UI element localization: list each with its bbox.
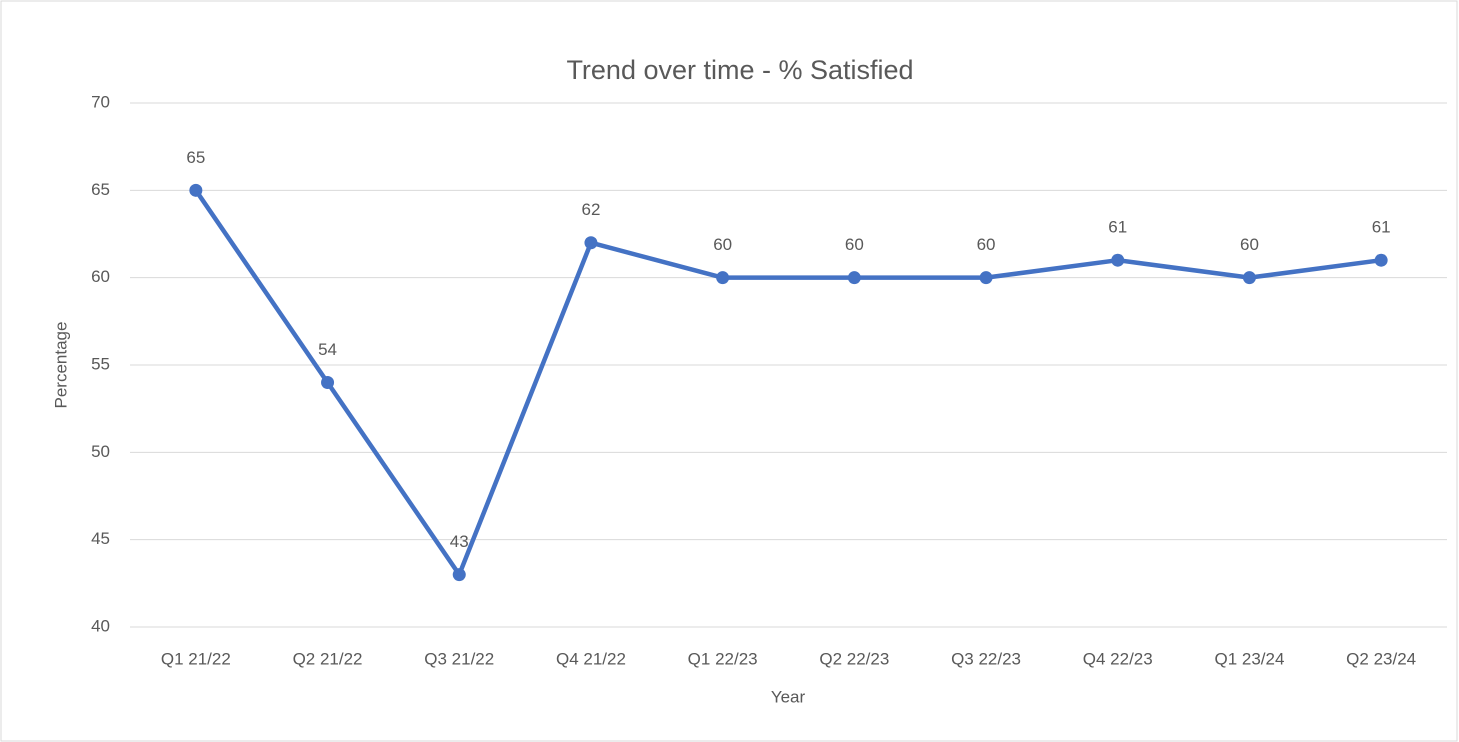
y-tick-label: 70 xyxy=(91,92,110,111)
y-tick-label: 65 xyxy=(91,180,110,199)
data-label: 60 xyxy=(977,235,996,254)
series-line xyxy=(193,189,1382,577)
data-point xyxy=(1374,253,1388,267)
data-point xyxy=(584,236,598,250)
y-tick-label: 55 xyxy=(91,354,110,373)
x-tick-label: Q3 22/23 xyxy=(951,649,1021,668)
data-label: 60 xyxy=(713,235,732,254)
y-axis-label: Percentage xyxy=(51,322,70,409)
x-tick-label: Q2 21/22 xyxy=(293,649,363,668)
x-tick-label: Q2 22/23 xyxy=(819,649,889,668)
x-axis-label: Year xyxy=(771,687,806,706)
data-point xyxy=(452,568,466,582)
chart-title: Trend over time - % Satisfied xyxy=(566,55,913,85)
x-tick-label: Q1 21/22 xyxy=(161,649,231,668)
data-label: 61 xyxy=(1108,218,1127,237)
data-label: 61 xyxy=(1372,218,1391,237)
y-tick-label: 60 xyxy=(91,267,110,286)
data-label: 60 xyxy=(845,235,864,254)
y-tick-label: 50 xyxy=(91,442,110,461)
data-point xyxy=(1111,253,1125,267)
data-point xyxy=(979,271,993,285)
x-tick-label: Q4 21/22 xyxy=(556,649,626,668)
data-point xyxy=(189,183,203,197)
data-point xyxy=(1242,271,1256,285)
x-tick-label: Q2 23/24 xyxy=(1346,649,1416,668)
data-label: 54 xyxy=(318,340,337,359)
data-point xyxy=(321,375,335,389)
data-label: 65 xyxy=(186,148,205,167)
y-tick-label: 40 xyxy=(91,616,110,635)
data-label: 43 xyxy=(450,532,469,551)
data-label: 62 xyxy=(581,200,600,219)
data-point xyxy=(847,271,861,285)
data-point xyxy=(716,271,730,285)
x-tick-label: Q3 21/22 xyxy=(424,649,494,668)
y-tick-label: 45 xyxy=(91,529,110,548)
x-tick-label: Q1 22/23 xyxy=(688,649,758,668)
data-label: 60 xyxy=(1240,235,1259,254)
x-tick-label: Q4 22/23 xyxy=(1083,649,1153,668)
x-tick-label: Q1 23/24 xyxy=(1214,649,1284,668)
